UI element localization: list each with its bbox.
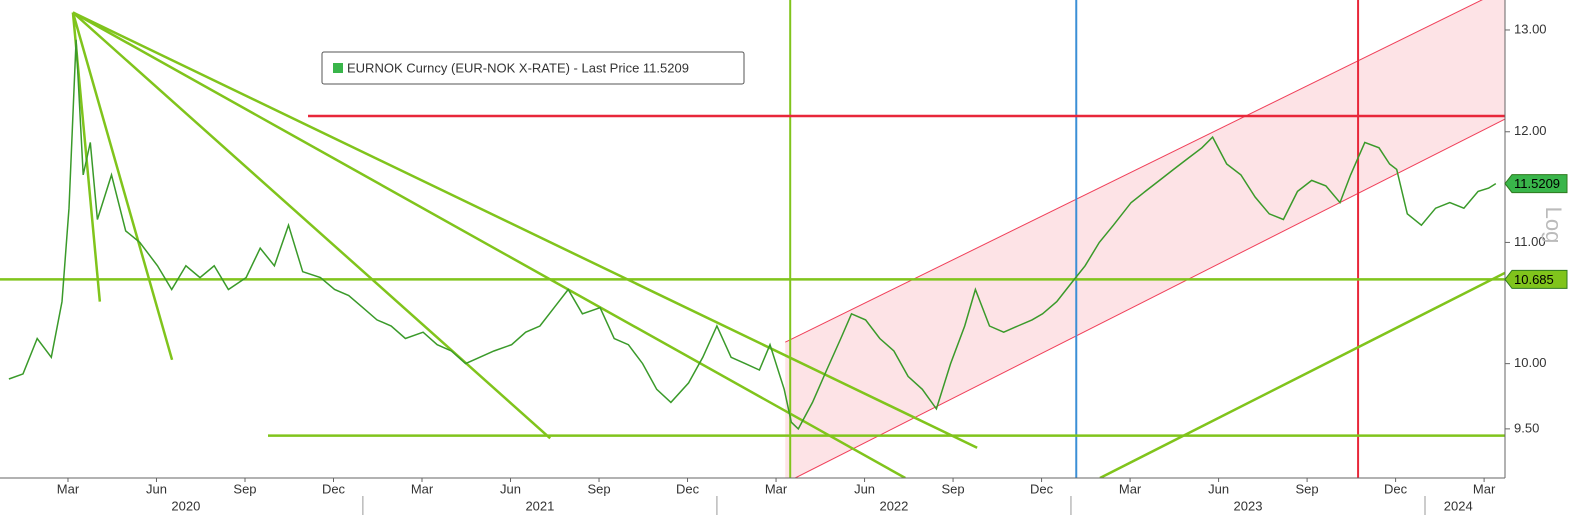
trend-line (71, 12, 174, 361)
x-tick-label: Jun (500, 481, 521, 496)
x-tick-label: Sep (587, 481, 610, 496)
scale-label: Log (1541, 207, 1566, 244)
x-tick-label: Mar (1473, 481, 1496, 496)
year-label: 2024 (1444, 498, 1473, 513)
x-tick-label: Jun (146, 481, 167, 496)
axes: 9.50 10.00 11.00 12.00 13.00 Mar Jun Sep Dec Mar J… (0, 0, 1568, 515)
y-tick-label: 13.00 (1514, 21, 1547, 36)
x-tick-label: Dec (1384, 481, 1408, 496)
channel-fill (785, 0, 1505, 478)
year-label: 2020 (171, 498, 200, 513)
x-tick-label: Mar (765, 481, 788, 496)
price-tag-label: 10.685 (1514, 272, 1554, 287)
x-tick-label: Sep (941, 481, 964, 496)
price-tag-label: 11.5209 (1514, 176, 1560, 191)
trend-line (72, 11, 552, 440)
x-tick-label: Mar (411, 481, 434, 496)
trend-line (72, 11, 906, 478)
y-tick-label: 11.00 (1514, 234, 1546, 249)
x-tick-label: Sep (233, 481, 256, 496)
x-tick-label: Dec (676, 481, 700, 496)
year-label: 2022 (879, 498, 908, 513)
y-tick-label: 9.50 (1514, 420, 1539, 435)
price-line (8, 39, 1497, 431)
x-tick-label: Dec (1030, 481, 1054, 496)
year-label: 2023 (1234, 498, 1263, 513)
legend-swatch (333, 63, 343, 73)
y-tick-label: 10.00 (1514, 355, 1547, 370)
x-tick-label: Mar (1119, 481, 1142, 496)
year-label: 2021 (525, 498, 554, 513)
channel-line (785, 0, 1483, 343)
x-tick-label: Mar (57, 481, 80, 496)
y-tick-label: 12.00 (1514, 123, 1547, 138)
x-tick-label: Jun (1208, 481, 1229, 496)
plot-area (0, 0, 1505, 478)
price-tag (1504, 269, 1568, 289)
price-tag (1504, 174, 1568, 194)
legend: EURNOK Curncy (EUR-NOK X-RATE) - Last Pr… (321, 51, 745, 85)
trend-line (72, 11, 978, 449)
x-tick-label: Sep (1296, 481, 1319, 496)
x-tick-label: Jun (854, 481, 875, 496)
legend-box (321, 51, 745, 85)
x-tick-label: Dec (322, 481, 346, 496)
trend-line (1099, 271, 1505, 478)
legend-label: EURNOK Curncy (EUR-NOK X-RATE) - Last Pr… (347, 60, 689, 75)
